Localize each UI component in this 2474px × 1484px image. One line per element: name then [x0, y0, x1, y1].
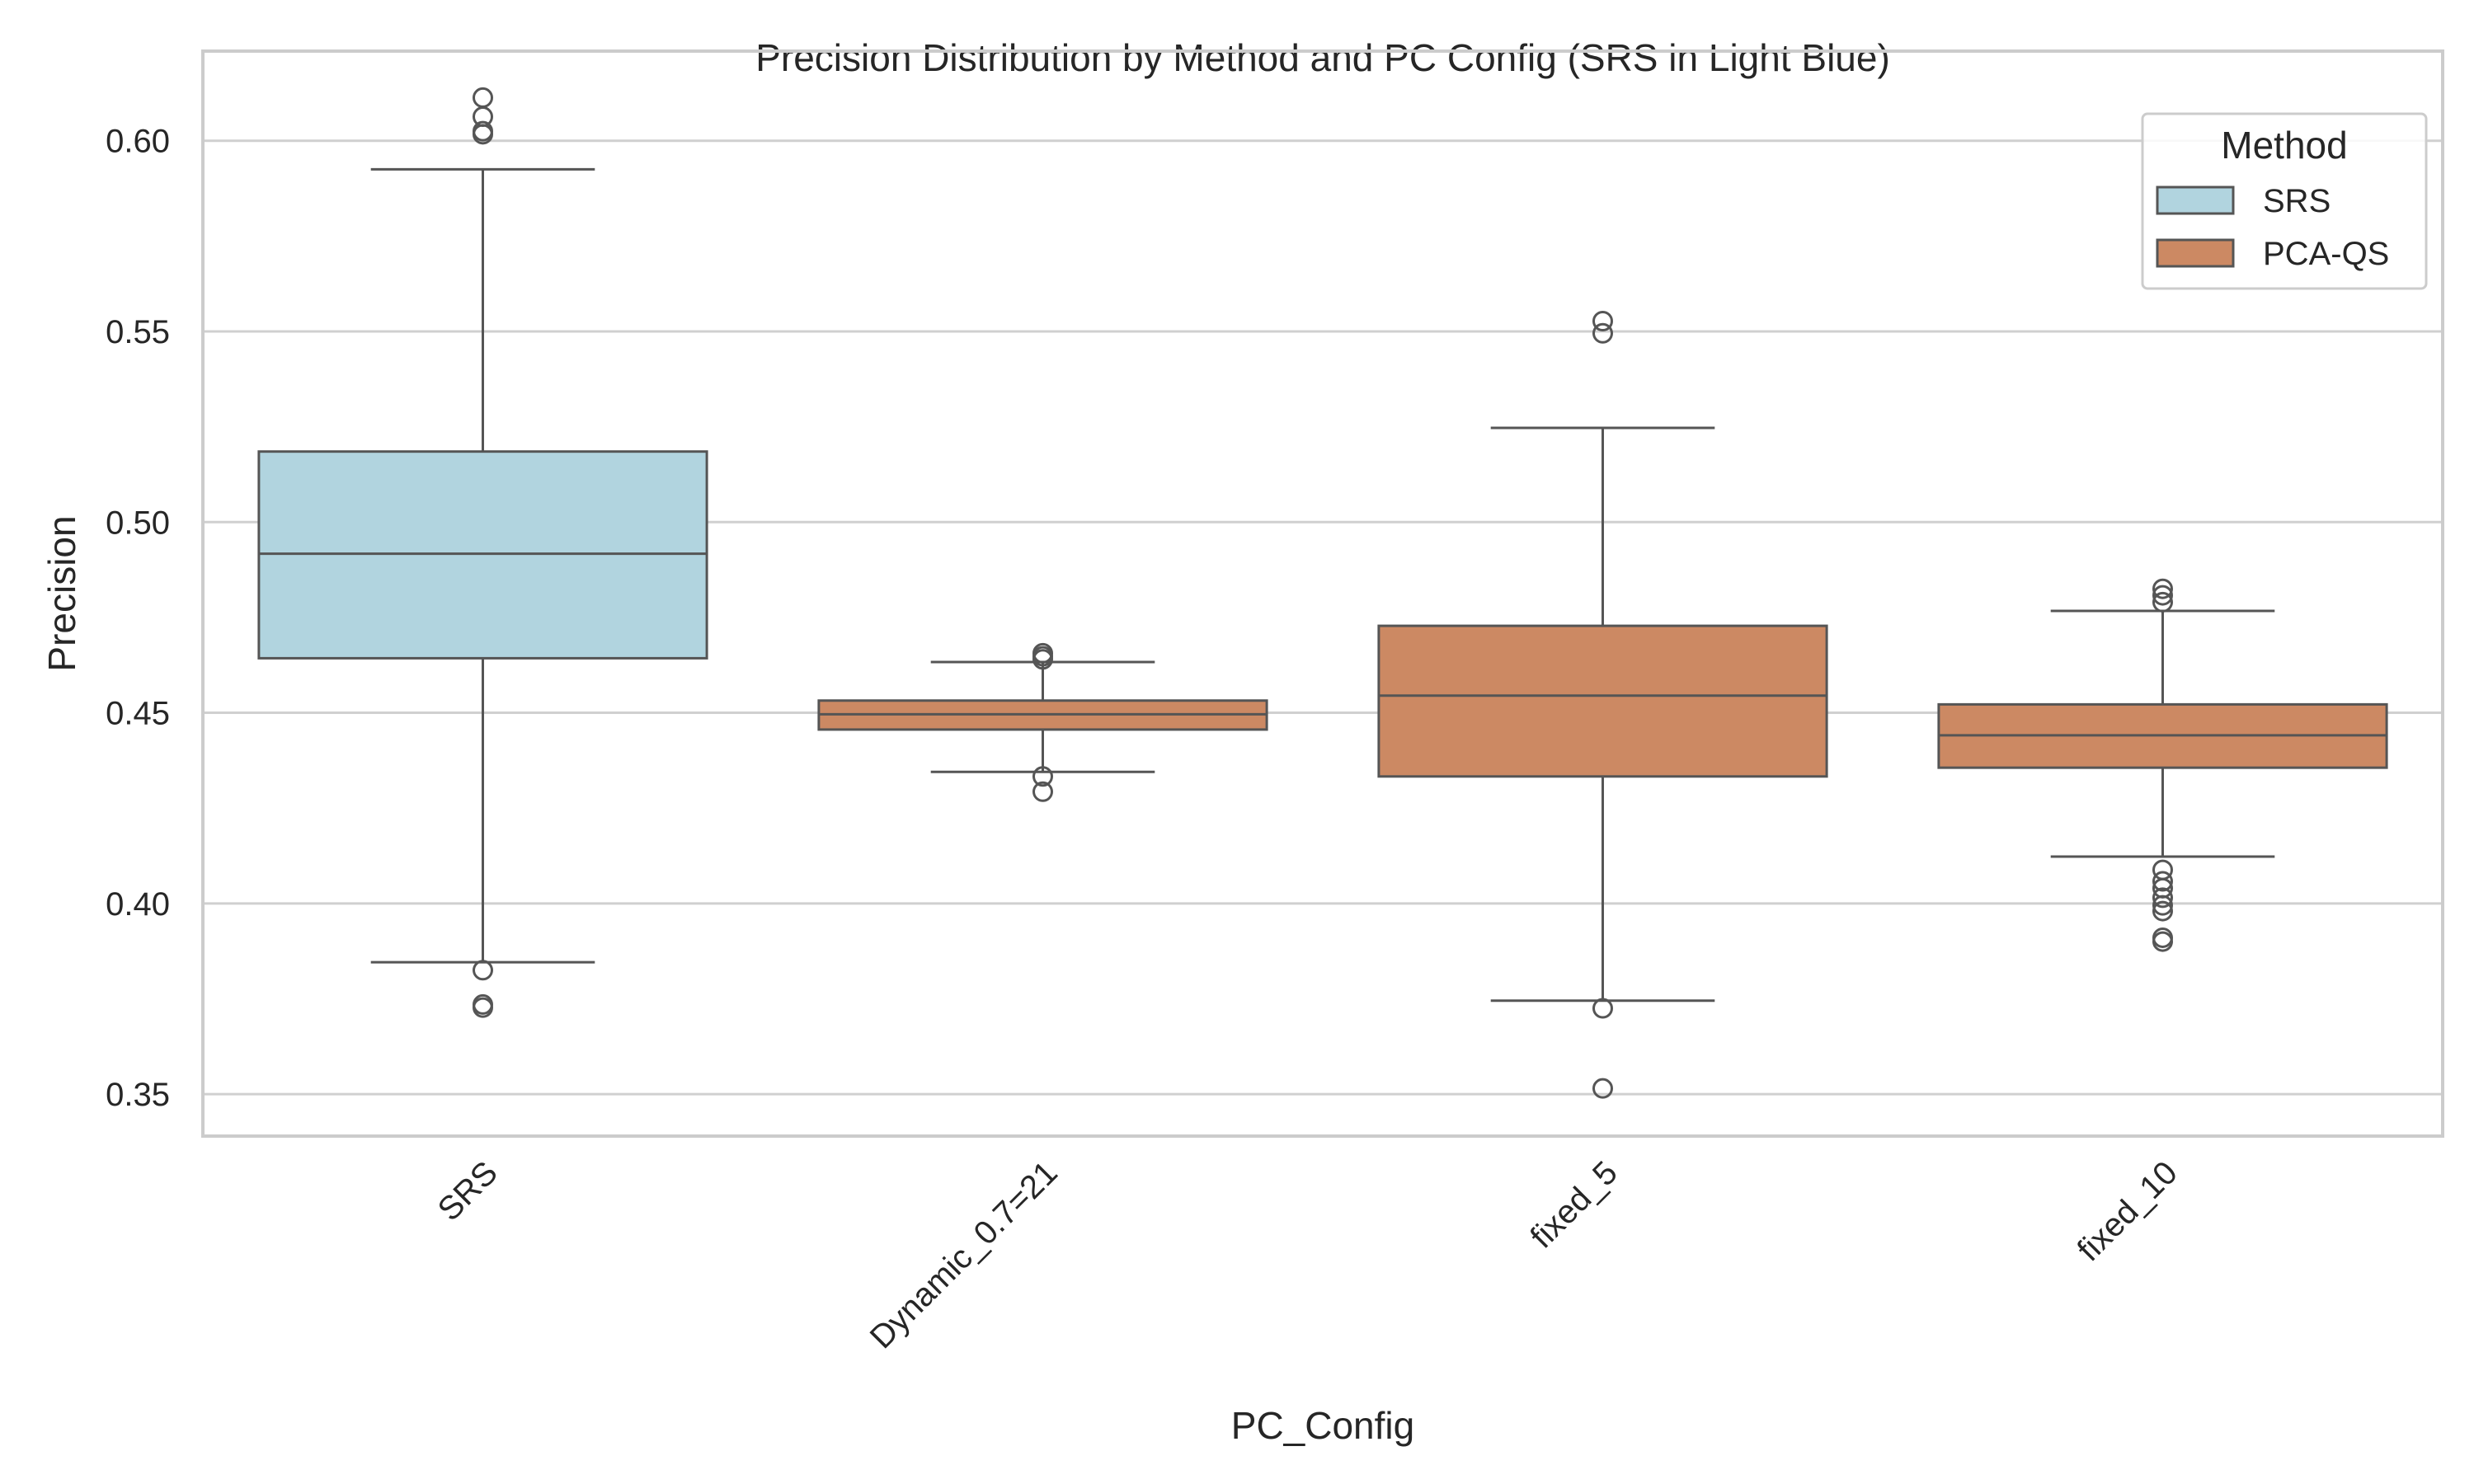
y-tick-label: 0.45 — [106, 696, 170, 732]
legend-swatch-srs — [2156, 186, 2235, 215]
chart-title: Precision Distribution by Method and PC … — [755, 36, 1890, 79]
y-tick-label: 0.55 — [106, 314, 170, 350]
outlier-point — [1032, 649, 1053, 670]
outlier-point — [1592, 1078, 1613, 1099]
outlier-point — [1592, 998, 1613, 1019]
box-group — [817, 642, 1268, 802]
boxes-layer — [257, 87, 2388, 1099]
legend: Method SRS PCA-QS — [2141, 112, 2428, 290]
box-group — [1937, 578, 2388, 952]
y-tick-label: 0.60 — [106, 124, 170, 160]
outlier-point — [2152, 578, 2173, 599]
x-axis-title: PC_Config — [1231, 1404, 1414, 1447]
y-tick-label: 0.40 — [106, 886, 170, 923]
outlier-point — [473, 997, 493, 1018]
y-tick-label: 0.50 — [106, 505, 170, 541]
outlier-point — [2152, 585, 2173, 606]
outlier-point — [2152, 591, 2173, 613]
box-group — [257, 87, 708, 1018]
legend-label-srs: SRS — [2263, 183, 2331, 219]
legend-label-pca-qs: PCA-QS — [2263, 236, 2389, 272]
outlier-point — [1592, 310, 1613, 331]
box-iqr — [1377, 624, 1828, 778]
outlier-point — [2152, 887, 2173, 909]
outlier-point — [1032, 766, 1053, 787]
y-tick-labels: 0.35 0.40 0.45 0.50 0.55 0.60 — [106, 124, 170, 1113]
box-group — [1377, 310, 1828, 1099]
outlier-point — [1032, 781, 1053, 802]
legend-swatch-pca-qs — [2156, 238, 2235, 268]
y-tick-label: 0.35 — [106, 1077, 170, 1113]
outlier-point — [1592, 322, 1613, 344]
plot-frame — [201, 49, 2444, 1138]
outlier-point — [473, 960, 493, 981]
outlier-point — [2152, 931, 2173, 952]
outlier-point — [2152, 900, 2173, 922]
legend-title: Method — [2221, 124, 2347, 167]
outlier-point — [2152, 895, 2173, 916]
outlier-point — [473, 124, 493, 145]
outlier-point — [2152, 871, 2173, 892]
y-axis-title: Precision — [40, 515, 83, 671]
